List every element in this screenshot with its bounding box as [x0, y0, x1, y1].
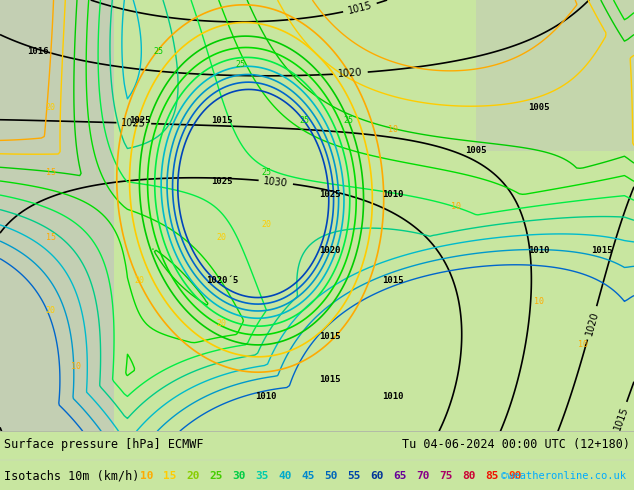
Text: Tu 04-06-2024 00:00 UTC (12+180): Tu 04-06-2024 00:00 UTC (12+180) — [402, 438, 630, 451]
Text: 1016: 1016 — [27, 47, 49, 56]
Text: 1015: 1015 — [319, 375, 340, 384]
Text: 1010: 1010 — [256, 392, 277, 401]
Text: 85: 85 — [485, 471, 499, 481]
Text: 1025: 1025 — [121, 118, 146, 128]
Text: 80: 80 — [462, 471, 476, 481]
Text: 20: 20 — [217, 233, 227, 242]
Text: 90: 90 — [508, 471, 522, 481]
Text: 10: 10 — [71, 362, 81, 371]
Text: 20: 20 — [186, 471, 200, 481]
Text: 1025: 1025 — [211, 176, 233, 186]
Text: 20: 20 — [46, 103, 56, 112]
Text: Surface pressure [hPa] ECMWF: Surface pressure [hPa] ECMWF — [4, 438, 204, 451]
Text: 55: 55 — [347, 471, 361, 481]
Text: 10: 10 — [534, 297, 544, 306]
Text: 25: 25 — [344, 116, 354, 125]
Text: 20: 20 — [261, 220, 271, 229]
Text: 20: 20 — [134, 276, 145, 285]
Text: 15: 15 — [46, 168, 56, 177]
Text: 25: 25 — [236, 60, 246, 69]
Text: 10: 10 — [451, 202, 462, 212]
Text: 45: 45 — [301, 471, 314, 481]
Text: 1020: 1020 — [584, 310, 600, 336]
Text: 1010: 1010 — [528, 245, 550, 255]
FancyBboxPatch shape — [0, 0, 634, 431]
Text: 1015: 1015 — [211, 116, 233, 125]
Text: 10: 10 — [388, 125, 398, 134]
Text: 1010: 1010 — [382, 392, 404, 401]
Text: 25: 25 — [299, 116, 309, 125]
Text: 25: 25 — [261, 168, 271, 177]
Text: 1010: 1010 — [382, 190, 404, 198]
Text: 75: 75 — [439, 471, 453, 481]
Text: 50: 50 — [324, 471, 338, 481]
Text: 1015: 1015 — [592, 245, 613, 255]
Text: 30: 30 — [232, 471, 246, 481]
Text: 20: 20 — [217, 319, 227, 328]
Text: 35: 35 — [256, 471, 269, 481]
Text: 60: 60 — [370, 471, 384, 481]
Text: 1015: 1015 — [347, 0, 373, 16]
Text: 1025: 1025 — [129, 116, 150, 125]
Text: 70: 70 — [417, 471, 430, 481]
Text: 25: 25 — [153, 47, 164, 56]
Text: 1020´5: 1020´5 — [206, 276, 238, 285]
Text: ©weatheronline.co.uk: ©weatheronline.co.uk — [501, 471, 626, 481]
Text: 1015: 1015 — [319, 332, 340, 341]
Text: Isotachs 10m (km/h): Isotachs 10m (km/h) — [4, 469, 139, 483]
Text: 1030: 1030 — [263, 176, 288, 188]
Text: 20: 20 — [46, 306, 56, 315]
Text: 25: 25 — [209, 471, 223, 481]
Text: 1005: 1005 — [465, 147, 486, 155]
Text: 1020: 1020 — [319, 245, 340, 255]
Text: 65: 65 — [393, 471, 407, 481]
Text: 10: 10 — [140, 471, 154, 481]
Text: 40: 40 — [278, 471, 292, 481]
Text: 10: 10 — [578, 341, 588, 349]
FancyBboxPatch shape — [476, 0, 634, 151]
Text: 1015: 1015 — [612, 405, 630, 432]
Text: 1020: 1020 — [338, 68, 363, 79]
Text: 15: 15 — [46, 233, 56, 242]
Text: 15: 15 — [163, 471, 177, 481]
FancyBboxPatch shape — [0, 0, 114, 431]
Text: 1005: 1005 — [528, 103, 550, 112]
Text: 1025: 1025 — [319, 190, 340, 198]
Text: 1015: 1015 — [382, 276, 404, 285]
